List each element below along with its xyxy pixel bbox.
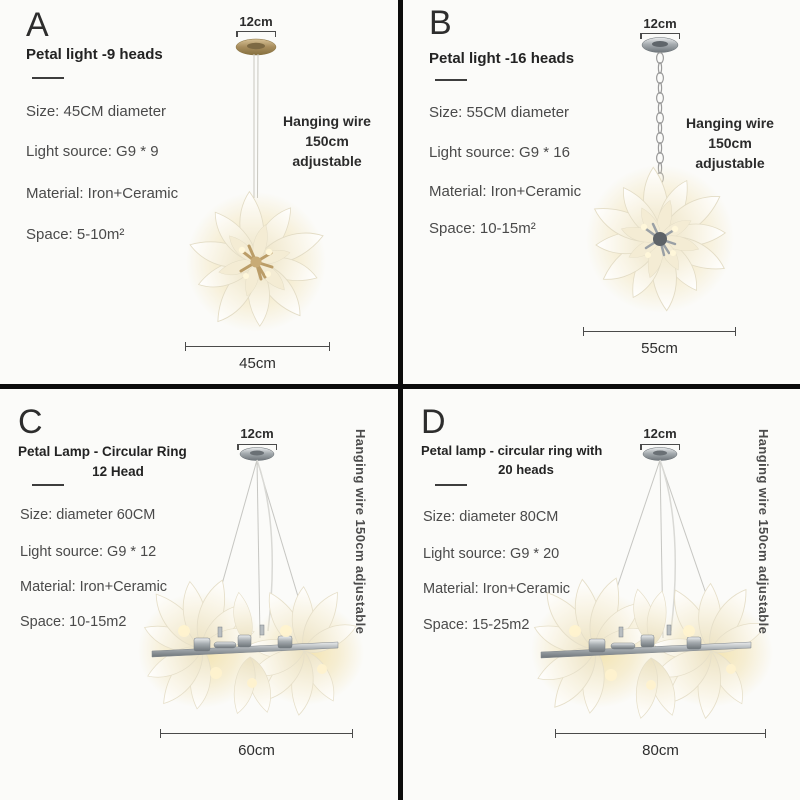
chandelier-illustration xyxy=(138,447,364,718)
spec-size: Size: 45CM diameter xyxy=(26,103,167,120)
hanging-wire-label-line1: Hanging wire 150cm xyxy=(283,113,371,149)
diameter-dimension-label: 80cm xyxy=(642,742,679,759)
diameter-dimension-line xyxy=(583,327,736,336)
hanging-wire-label: Hanging wire 150cm adjustable xyxy=(663,113,797,173)
hanging-wire-label: Hanging wire 150cm adjustable xyxy=(353,429,368,635)
bulb-highlights xyxy=(178,625,327,688)
diameter-dimension-label: 45cm xyxy=(239,355,276,372)
hanging-wire xyxy=(253,53,259,199)
spec-size: Size: 55CM diameter xyxy=(429,104,570,121)
panel-b: B Petal light -16 heads Size: 55CM diame… xyxy=(403,0,800,384)
bulb-highlights xyxy=(640,223,679,258)
spec-size: Size: diameter 60CM xyxy=(20,507,156,523)
vertical-divider xyxy=(398,0,403,800)
canopy-dimension-line xyxy=(640,444,680,451)
title-underline xyxy=(32,484,64,486)
canopy-dimension-line xyxy=(237,444,277,451)
spec-light-source: Light source: G9 * 9 xyxy=(26,143,159,160)
diameter-dimension-label: 55cm xyxy=(641,340,678,357)
hanging-wire-label-line1: Hanging wire 150cm xyxy=(686,115,774,151)
diameter-dimension-line xyxy=(555,729,766,738)
product-title: Petal light -9 heads xyxy=(26,46,163,63)
diameter-dimension: 80cm xyxy=(555,729,766,759)
spec-material: Material: Iron+Ceramic xyxy=(26,185,179,202)
chandelier-illustration xyxy=(186,38,328,332)
panel-letter: D xyxy=(421,403,446,441)
spec-light-source: Light source: G9 * 20 xyxy=(423,546,560,562)
product-title-line2: 12 Head xyxy=(92,463,144,479)
product-title: Petal light -16 heads xyxy=(429,50,575,67)
diameter-dimension: 60cm xyxy=(160,729,353,759)
canopy-dimension-label: 12cm xyxy=(643,426,677,441)
spec-material: Material: Iron+Ceramic xyxy=(429,183,582,200)
chrome-center-branches xyxy=(644,222,677,257)
spec-material: Material: Iron+Ceramic xyxy=(423,581,571,597)
spec-light-source: Light source: G9 * 16 xyxy=(429,144,570,161)
product-title-line1: Petal Lamp - Circular Ring xyxy=(18,444,187,459)
product-title-line2: 20 heads xyxy=(498,461,554,477)
canopy-dimension-label: 12cm xyxy=(240,426,274,441)
bulb-highlights xyxy=(238,246,273,279)
canopy-dimension-line xyxy=(640,33,680,40)
panel-d: D Petal lamp - circular ring with 20 hea… xyxy=(403,389,800,800)
chrome-fittings xyxy=(588,624,702,653)
panel-c: C Petal Lamp - Circular Ring 12 Head Siz… xyxy=(0,389,398,800)
diameter-dimension-line xyxy=(160,729,353,738)
chandelier-illustration xyxy=(530,447,773,721)
hanging-wire-label-line2: adjustable xyxy=(292,153,362,169)
title-underline xyxy=(435,79,467,81)
spec-space: Space: 10-15m² xyxy=(429,220,536,237)
spec-space: Space: 5-10m² xyxy=(26,226,125,243)
spec-space: Space: 10-15m2 xyxy=(20,614,127,630)
canopy-dimension-label: 12cm xyxy=(643,16,677,31)
panel-letter: A xyxy=(26,6,49,44)
title-underline xyxy=(32,77,64,79)
chandelier-illustration xyxy=(586,37,734,313)
bulb-highlights xyxy=(569,625,736,690)
spec-space: Space: 15-25m2 xyxy=(423,617,530,633)
hanging-wire-label-line2: adjustable xyxy=(695,155,765,171)
gold-center-branches xyxy=(239,244,274,281)
product-title: Petal lamp - circular ring with 20 heads xyxy=(421,442,631,480)
diameter-dimension: 55cm xyxy=(583,327,736,357)
spec-material: Material: Iron+Ceramic xyxy=(20,579,168,595)
panel-letter: B xyxy=(429,4,452,42)
product-title: Petal Lamp - Circular Ring 12 Head xyxy=(18,442,218,481)
panel-a: A Petal light -9 heads Size: 45CM diamet… xyxy=(0,0,398,384)
product-title-line1: Petal lamp - circular ring with xyxy=(421,443,603,458)
horizontal-divider xyxy=(0,384,800,389)
diameter-dimension: 45cm xyxy=(185,342,330,372)
title-underline xyxy=(435,484,467,486)
hanging-wire-label: Hanging wire 150cm adjustable xyxy=(260,111,394,171)
panel-letter: C xyxy=(18,403,43,441)
diameter-dimension-line xyxy=(185,342,330,351)
canopy-dimension-label: 12cm xyxy=(239,14,273,29)
diameter-dimension-label: 60cm xyxy=(238,742,275,759)
canopy-dimension-line xyxy=(236,31,276,38)
spec-light-source: Light source: G9 * 12 xyxy=(20,544,157,560)
spec-size: Size: diameter 80CM xyxy=(423,509,559,525)
hanging-wire-label: Hanging wire 150cm adjustable xyxy=(756,429,771,635)
chrome-fittings xyxy=(193,624,293,652)
